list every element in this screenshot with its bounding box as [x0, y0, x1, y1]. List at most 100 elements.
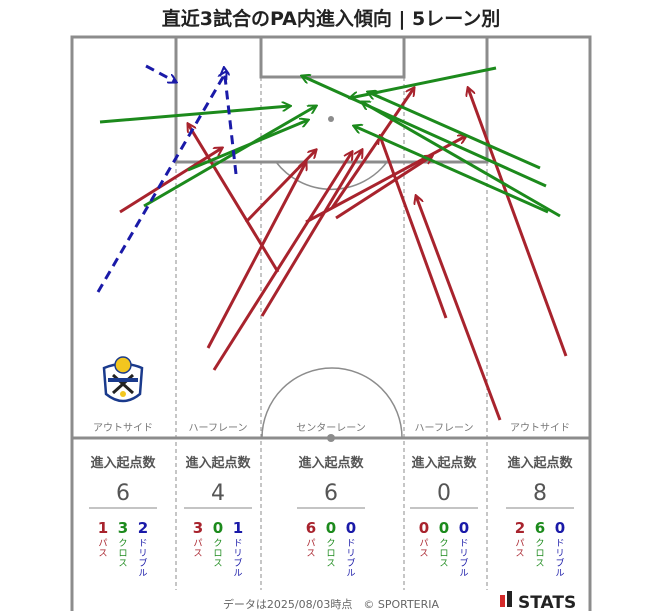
svg-text:ル: ル	[459, 569, 468, 579]
lane-stats-header: 進入起点数	[411, 455, 477, 471]
penalty-spot	[328, 116, 334, 122]
svg-text:ド: ド	[138, 539, 147, 549]
svg-text:ス: ス	[419, 549, 428, 559]
pass-arrow-2	[188, 124, 280, 273]
center-spot	[327, 434, 335, 442]
svg-text:ス: ス	[326, 559, 335, 569]
lane-total-count: 0	[437, 481, 451, 506]
cross-arrow-20	[362, 102, 561, 218]
brand-text: STATS	[518, 593, 576, 611]
pass-arrow-9	[335, 156, 432, 220]
cross-type-label: クロス	[118, 538, 127, 569]
svg-text:ク: ク	[118, 538, 127, 549]
lane-label-halflane-right: ハーフレーン	[415, 423, 474, 434]
cross-type-label: クロス	[326, 538, 335, 569]
svg-text:ブ: ブ	[346, 557, 355, 569]
svg-text:ク: ク	[439, 538, 448, 549]
svg-text:ロ: ロ	[326, 549, 335, 559]
svg-text:ル: ル	[233, 569, 242, 579]
dribble-count: 0	[459, 519, 469, 537]
pass-count: 0	[419, 519, 429, 537]
svg-text:ス: ス	[213, 559, 222, 569]
cross-type-label: クロス	[213, 538, 222, 569]
svg-text:パ: パ	[306, 538, 315, 549]
svg-text:パ: パ	[193, 538, 202, 549]
pass-type-label: パス	[515, 538, 524, 559]
svg-text:ロ: ロ	[439, 549, 448, 559]
cross-count: 6	[535, 519, 545, 537]
svg-text:リ: リ	[346, 549, 355, 559]
cross-count: 0	[439, 519, 449, 537]
lane-total-count: 4	[211, 481, 225, 506]
center-circle	[261, 367, 403, 439]
svg-text:リ: リ	[233, 549, 242, 559]
svg-text:パ: パ	[515, 538, 524, 549]
dribble-arrow-21	[145, 64, 176, 82]
stats-brand-logo: STATS	[500, 591, 576, 613]
pass-count: 1	[98, 519, 108, 537]
svg-text:ス: ス	[98, 549, 107, 559]
lane-stats-header: 進入起点数	[507, 455, 573, 471]
lane-stats-header: 進入起点数	[90, 455, 156, 471]
pass-type-label: パス	[193, 538, 202, 559]
svg-text:ル: ル	[346, 569, 355, 579]
svg-text:ク: ク	[213, 538, 222, 549]
pass-arrow-6	[260, 150, 362, 317]
svg-text:ド: ド	[459, 539, 468, 549]
dribble-arrow-23	[96, 72, 226, 293]
lane-stats-header: 進入起点数	[298, 455, 364, 471]
svg-text:ス: ス	[535, 559, 544, 569]
lane-total-count: 6	[116, 481, 130, 506]
dribble-arrow-22	[224, 68, 238, 175]
svg-text:ロ: ロ	[535, 549, 544, 559]
chart-title: 直近3試合のPA内進入傾向 | 5レーン別	[162, 7, 501, 30]
dribble-count: 0	[555, 519, 565, 537]
lane-label-outside-right: アウトサイド	[510, 422, 570, 434]
goal-area	[259, 35, 406, 79]
svg-text:パ: パ	[419, 538, 428, 549]
cross-arrow-15	[187, 120, 308, 172]
pass-count: 2	[515, 519, 525, 537]
lane-label-halflane-left: ハーフレーン	[189, 423, 248, 434]
cross-arrow-18	[302, 76, 547, 188]
svg-text:ル: ル	[138, 569, 147, 579]
lane-stats-header: 進入起点数	[185, 455, 251, 471]
svg-text:ス: ス	[193, 549, 202, 559]
svg-text:ル: ル	[555, 569, 564, 579]
svg-text:ド: ド	[555, 539, 564, 549]
dribble-count: 0	[346, 519, 356, 537]
cross-arrow-19	[354, 126, 549, 214]
svg-text:リ: リ	[555, 549, 564, 559]
svg-text:ロ: ロ	[118, 549, 127, 559]
svg-text:ド: ド	[346, 539, 355, 549]
cross-count: 0	[326, 519, 336, 537]
dribble-count: 2	[138, 519, 148, 537]
lane-label-outside-left: アウトサイド	[93, 422, 153, 434]
svg-text:ク: ク	[326, 538, 335, 549]
svg-text:ス: ス	[118, 559, 127, 569]
arrow-layer	[96, 64, 568, 421]
club-crest-icon	[102, 356, 144, 403]
pass-type-label: パス	[419, 538, 428, 559]
svg-text:ロ: ロ	[213, 549, 222, 559]
lane-label-center: センターレーン	[296, 422, 366, 434]
cross-type-label: クロス	[535, 538, 544, 569]
cross-count: 0	[213, 519, 223, 537]
svg-text:ブ: ブ	[233, 557, 242, 569]
svg-text:ブ: ブ	[459, 557, 468, 569]
pass-type-label: パス	[98, 538, 107, 559]
pass-arrow-5	[212, 152, 352, 371]
lane-total-count: 8	[533, 481, 547, 506]
penalty-arc	[275, 161, 388, 191]
pass-type-label: パス	[306, 538, 315, 559]
cross-type-label: クロス	[439, 538, 448, 569]
